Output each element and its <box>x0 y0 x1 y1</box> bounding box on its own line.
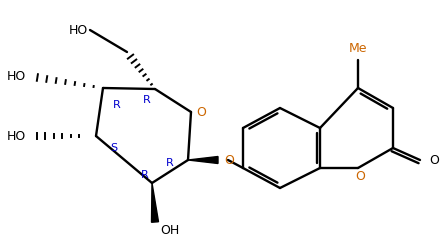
Text: R: R <box>141 170 149 180</box>
Text: R: R <box>113 100 121 110</box>
Text: O: O <box>355 171 365 184</box>
Text: Me: Me <box>349 42 367 55</box>
Polygon shape <box>188 157 218 164</box>
Text: O: O <box>429 153 439 167</box>
Text: R: R <box>166 158 174 168</box>
Text: O: O <box>196 106 206 119</box>
Text: R: R <box>143 95 151 105</box>
Text: HO: HO <box>69 23 88 37</box>
Text: OH: OH <box>160 225 179 238</box>
Text: O: O <box>224 153 234 167</box>
Text: HO: HO <box>7 129 26 142</box>
Text: S: S <box>110 143 118 153</box>
Polygon shape <box>152 183 159 222</box>
Text: HO: HO <box>7 69 26 82</box>
